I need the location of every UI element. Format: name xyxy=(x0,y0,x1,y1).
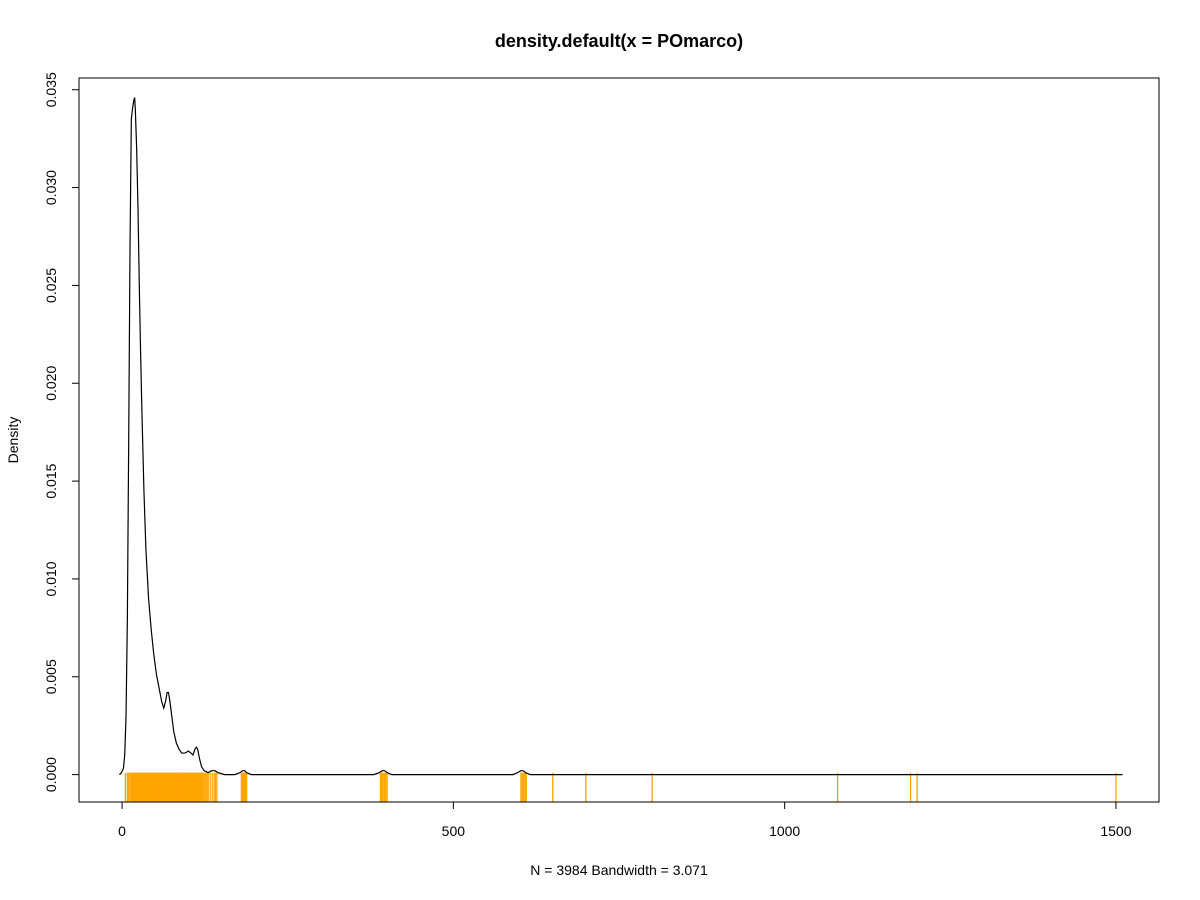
y-tick-label-0: 0.000 xyxy=(43,757,59,792)
x-tick-label-0: 0 xyxy=(118,823,126,839)
y-tick-label-6: 0.030 xyxy=(43,170,59,205)
y-axis-label: Density xyxy=(5,417,21,464)
y-tick-label-2: 0.010 xyxy=(43,561,59,596)
y-tick-label-5: 0.025 xyxy=(43,268,59,303)
y-axis: 0.000 0.005 0.010 0.015 0.020 0.025 0.030 0.035 xyxy=(43,72,80,792)
y-tick-label-3: 0.015 xyxy=(43,463,59,498)
x-tick-label-2: 1000 xyxy=(769,823,800,839)
x-axis: 0 500 1000 1500 xyxy=(118,801,1132,839)
x-tick-label-3: 1500 xyxy=(1100,823,1131,839)
density-curve xyxy=(118,97,1123,776)
x-axis-label: N = 3984 Bandwidth = 3.071 xyxy=(530,862,708,878)
plot-frame xyxy=(78,77,1160,803)
y-tick-label-4: 0.020 xyxy=(43,366,59,401)
y-tick-label-1: 0.005 xyxy=(43,659,59,694)
chart-title: density.default(x = POmarco) xyxy=(495,31,743,51)
rug-marks xyxy=(124,772,1117,802)
x-tick-label-1: 500 xyxy=(442,823,466,839)
y-tick-label-7: 0.035 xyxy=(43,72,59,107)
